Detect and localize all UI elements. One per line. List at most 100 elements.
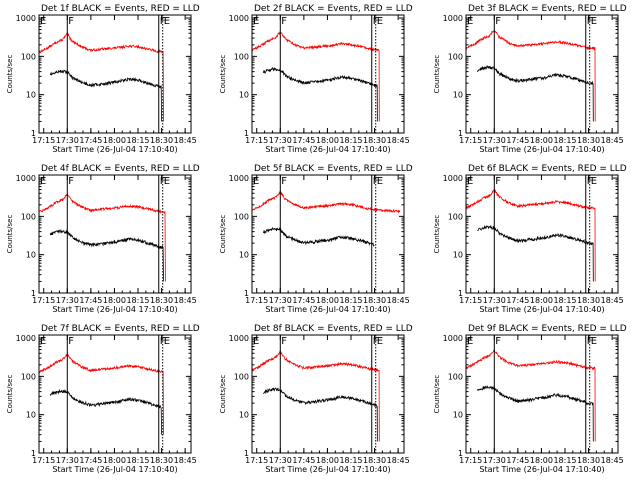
lld-line [251,189,401,214]
y-tick-label: 1 [31,289,36,298]
marker-label: F [68,16,74,27]
y-axis-label: Counts/sec [6,215,14,254]
x-tick-label: 17:15 [32,456,55,465]
marker-label: E [164,16,170,27]
y-tick-label: 100 [234,212,249,221]
y-tick-label: 1000 [229,174,249,183]
lld-line [38,193,166,282]
x-tick-label: 18:30 [363,456,386,465]
y-tick-label: 10 [26,251,36,260]
plot-frame [38,174,192,294]
x-tick-label: 17:15 [245,456,268,465]
y-tick-label: 10 [26,411,36,420]
y-tick-label: 100 [21,52,36,61]
marker-label: E [467,16,473,27]
marker-label: F [373,176,379,187]
plot-frame [251,174,405,294]
chart-title: Det 7f BLACK = Events, RED = LLD [41,324,200,334]
marker-label: E [591,16,597,27]
marker-label: F [373,336,379,347]
lld-line [251,350,380,442]
lld-line [465,349,596,442]
x-tick-label: 17:15 [459,296,482,305]
x-tick-label: 18:45 [387,456,410,465]
chart-title: Det 5f BLACK = Events, RED = LLD [254,164,413,174]
y-tick-label: 1 [31,129,36,138]
x-tick-label: 18:00 [316,136,339,145]
x-tick-label: 17:30 [56,456,79,465]
x-tick-label: 18:45 [387,136,410,145]
marker-label: F [160,336,166,347]
x-tick-label: 17:30 [483,456,506,465]
chart-panel: Det 9f BLACK = Events, RED = LLD 1 10 100 10… [433,324,627,474]
y-tick-label: 1000 [443,14,463,23]
x-tick-label: 17:30 [483,296,506,305]
plot-frame [251,14,405,134]
plot-frame [251,334,405,454]
y-axis-label: Counts/sec [219,375,227,414]
x-tick-label: 18:15 [126,296,149,305]
y-tick-label: 100 [448,372,463,381]
x-tick-label: 17:30 [483,136,506,145]
x-axis-label: Start Time (26-Jul-04 17:10:40) [265,465,390,474]
x-axis-label: Start Time (26-Jul-04 17:10:40) [265,145,390,154]
y-tick-label: 10 [453,91,463,100]
marker-label: F [68,336,74,347]
x-tick-label: 17:45 [506,456,529,465]
events-line [49,229,164,282]
y-tick-label: 1 [31,449,36,458]
x-tick-label: 18:00 [103,456,126,465]
x-tick-label: 18:00 [316,296,339,305]
x-tick-label: 18:15 [126,136,149,145]
y-tick-label: 10 [453,251,463,260]
x-tick-label: 18:30 [577,456,600,465]
x-tick-label: 18:15 [553,296,576,305]
x-tick-label: 18:30 [150,456,173,465]
y-tick-label: 10 [239,251,249,260]
chart-panel: Det 4f BLACK = Events, RED = LLD 1 10 100 10… [6,164,200,314]
x-tick-label: 18:15 [126,456,149,465]
x-tick-label: 18:45 [174,296,197,305]
x-tick-label: 18:00 [103,136,126,145]
x-tick-label: 18:00 [103,296,126,305]
marker-label: F [281,336,287,347]
events-line [262,226,375,247]
x-tick-label: 17:45 [79,456,102,465]
y-axis-label: Counts/sec [219,215,227,254]
y-axis-label: Counts/sec [219,55,227,94]
y-tick-label: 1 [244,289,249,298]
x-tick-label: 18:45 [601,296,624,305]
x-tick-label: 18:45 [601,456,624,465]
x-tick-label: 18:30 [577,136,600,145]
x-axis-label: Start Time (26-Jul-04 17:10:40) [52,465,177,474]
x-tick-label: 18:15 [553,136,576,145]
x-tick-label: 18:00 [530,296,553,305]
marker-label: F [587,16,593,27]
x-axis-label: Start Time (26-Jul-04 17:10:40) [479,465,604,474]
lld-line [38,352,164,435]
events-line [476,64,594,122]
x-tick-label: 17:45 [506,136,529,145]
y-tick-label: 1000 [229,14,249,23]
y-tick-label: 100 [21,372,36,381]
x-tick-label: 18:00 [530,456,553,465]
x-tick-label: 17:30 [56,136,79,145]
x-tick-label: 17:45 [506,296,529,305]
marker-label: E [253,176,259,187]
events-line [477,224,594,282]
lld-line [465,30,596,122]
y-tick-label: 1000 [16,14,36,23]
marker-label: E [467,176,473,187]
chart-title: Det 3f BLACK = Events, RED = LLD [468,4,627,14]
marker-label: E [377,336,383,347]
chart-panel: Det 6f BLACK = Events, RED = LLD 1 10 100 10… [433,164,627,314]
x-tick-label: 17:45 [79,296,102,305]
chart-title: Det 2f BLACK = Events, RED = LLD [254,4,413,14]
y-tick-label: 1 [458,289,463,298]
x-tick-label: 18:15 [553,456,576,465]
y-tick-label: 1000 [443,174,463,183]
marker-label: F [495,16,501,27]
x-tick-label: 17:45 [292,296,315,305]
marker-label: E [40,176,46,187]
